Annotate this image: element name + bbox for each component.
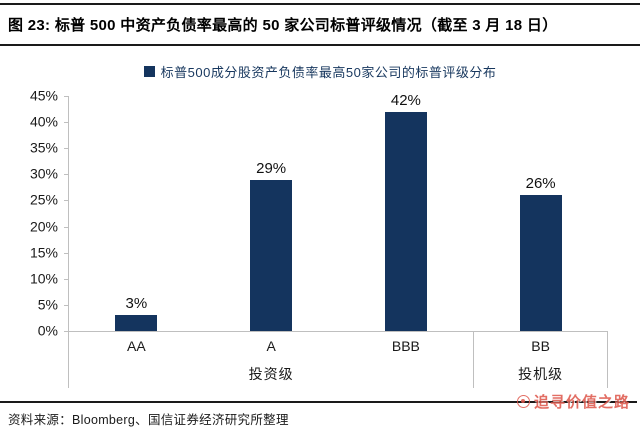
category-label-bbb: BBB [391,337,420,354]
y-tick-mark [64,96,68,97]
axis-right-border-line [607,332,608,388]
y-axis: 45% 40% 35% 30% 25% 20% 15% 10% 5% 0% [0,88,68,339]
y-tick-label: 25% [29,192,58,209]
figure-header: 图 23: 标普 500 中资产负债率最高的 50 家公司标普评级情况（截至 3… [0,3,640,46]
category-label-bb: BB [531,337,550,354]
plot-stack: 3% 29% 42% 26% AA A BBB BB 投资级 投机级 [68,93,608,388]
category-label-aa: AA [127,337,146,354]
bar-value-label-bb: 26% [525,175,556,193]
y-tick-label: 20% [29,218,58,235]
y-tick-label: 10% [29,270,58,287]
bar-column-bbb: 42% [339,93,474,331]
source-note: 资料来源：Bloomberg、国信证券经济研究所整理 [8,413,289,427]
y-tick-label: 15% [29,244,58,261]
y-tick-label: 30% [29,165,58,182]
bar-value-label-bbb: 42% [390,91,421,109]
y-tick-mark [64,174,68,176]
plot-area: 3% 29% 42% 26% [69,93,608,332]
y-tick-mark [64,200,68,202]
chart-legend: 标普500成分股资产负债率最高50家公司的标普评级分布 [0,62,640,80]
legend-label: 标普500成分股资产负债率最高50家公司的标普评级分布 [160,64,497,80]
group-divider-line [473,332,475,388]
bar-column-bb: 26% [473,176,608,331]
y-tick-mark [64,331,68,332]
watermark-logo-icon [516,395,530,408]
group-row: 投资级 投机级 [69,359,608,388]
figure-footer: 资料来源：Bloomberg、国信证券经济研究所整理 追寻价值之路 [0,394,640,428]
bar-value-label-a: 29% [256,159,287,177]
y-tick-mark [64,226,68,228]
category-label-a: A [266,337,276,354]
bar-bb [519,195,562,331]
bar-column-aa: 3% [69,296,204,331]
figure-title: 图 23: 标普 500 中资产负债率最高的 50 家公司标普评级情况（截至 3… [8,17,558,34]
bar-aa [115,315,158,331]
y-tick-mark [64,148,68,150]
category-row: AA A BBB BB [69,332,608,359]
legend-swatch-icon [143,65,155,77]
watermark: 追寻价值之路 [516,391,630,412]
y-tick-label: 45% [29,87,58,104]
bar-value-label-aa: 3% [125,295,148,313]
y-tick-mark [64,278,68,280]
y-tick-mark [64,252,68,254]
y-tick-mark [64,122,68,124]
y-tick-label: 0% [37,322,58,339]
y-tick-mark [64,304,68,306]
watermark-text: 追寻价值之路 [533,394,630,411]
y-tick-label: 5% [37,296,58,313]
y-tick-label: 35% [29,139,58,156]
bar-a [250,179,293,331]
bar-column-a: 29% [204,161,339,331]
bar-bbb [384,111,427,331]
y-tick-label: 40% [29,113,58,130]
group-label-speculative-grade: 投机级 [518,365,564,382]
category-axis: AA A BBB BB 投资级 投机级 [69,332,608,388]
bar-chart: 45% 40% 35% 30% 25% 20% 15% 10% 5% 0% 3% 29% 42% 26%… [0,88,640,388]
footer-rule [0,401,637,403]
group-label-investment-grade: 投资级 [248,365,294,382]
